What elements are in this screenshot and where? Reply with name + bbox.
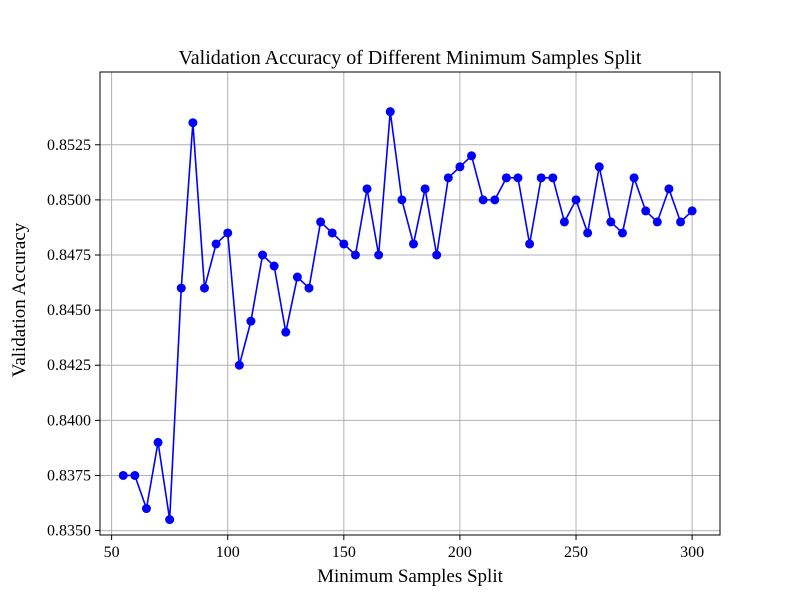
data-point [292,272,302,282]
y-tick-label: 0.8350 [47,523,91,540]
data-point [420,184,430,194]
data-point [617,228,627,238]
y-tick-label: 0.8500 [47,192,91,209]
data-point [443,173,453,183]
data-point [676,217,686,227]
data-point [339,239,349,249]
data-point [408,239,418,249]
x-tick-label: 300 [680,544,704,561]
y-tick-label: 0.8525 [47,137,91,154]
data-point [223,228,233,238]
data-point [304,283,314,293]
data-point [141,504,151,514]
data-point [118,470,128,480]
grid-lines [100,72,720,535]
data-point [490,195,500,205]
data-point [153,437,163,447]
axes-frame [99,71,721,536]
data-point [327,228,337,238]
x-tick-label: 50 [104,544,120,561]
data-point [374,250,384,260]
data-point [281,327,291,337]
data-point [525,239,535,249]
data-point [258,250,268,260]
data-point [397,195,407,205]
data-point [130,470,140,480]
x-tick-label: 250 [564,544,588,561]
data-point [583,228,593,238]
data-point [234,360,244,370]
data-point [362,184,372,194]
plot-area [118,107,697,525]
data-point [501,173,511,183]
data-point [269,261,279,271]
data-point [629,173,639,183]
data-point [316,217,326,227]
data-point [536,173,546,183]
x-tick-label: 200 [448,544,472,561]
data-point [641,206,651,216]
data-point [350,250,360,260]
axis-ticks: 50 100 150 200 250 300 0.8350 0.8375 0.8400 0.842… [47,137,704,561]
x-tick-label: 150 [332,544,356,561]
y-tick-label: 0.8450 [47,302,91,319]
data-point [199,283,209,293]
data-point [385,107,395,117]
data-point [188,118,198,128]
data-point [211,239,221,249]
data-point [455,162,465,172]
chart-title: Validation Accuracy of Different Minimum… [179,47,642,69]
data-point [432,250,442,260]
data-point [664,184,674,194]
data-point [559,217,569,227]
data-point [513,173,523,183]
y-tick-label: 0.8375 [47,467,91,484]
y-tick-label: 0.8400 [47,412,91,429]
data-point [246,316,256,326]
data-point [594,162,604,172]
data-point [548,173,558,183]
data-point [606,217,616,227]
data-point [165,515,175,525]
data-point [467,151,477,161]
data-point [687,206,697,216]
data-point [478,195,488,205]
x-tick-label: 100 [216,544,240,561]
x-axis-label: Minimum Samples Split [317,566,504,587]
y-tick-label: 0.8475 [47,247,91,264]
y-axis-label: Validation Accuracy [9,222,30,377]
data-point [571,195,581,205]
data-point [652,217,662,227]
y-tick-label: 0.8425 [47,357,91,374]
data-point [176,283,186,293]
